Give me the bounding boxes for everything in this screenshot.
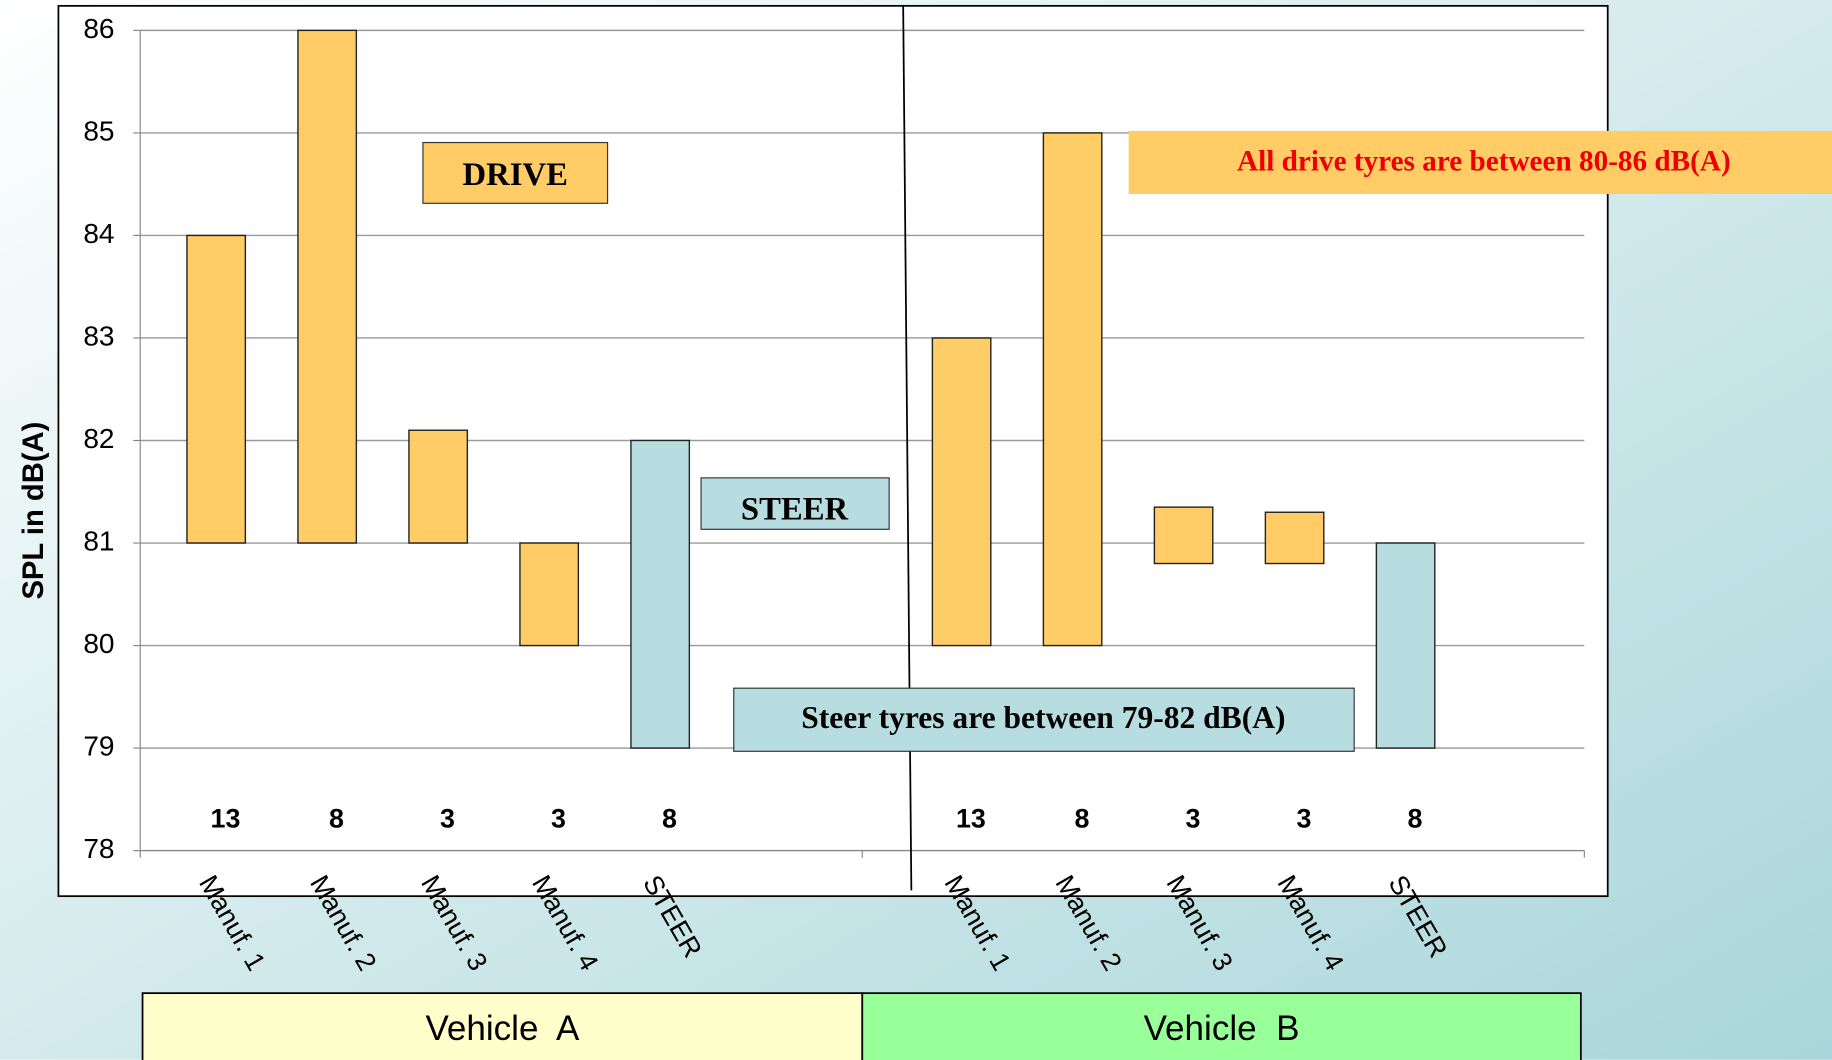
count-label: 3	[1185, 803, 1200, 833]
group-label: Vehicle B	[1144, 1009, 1300, 1048]
y-tick-label: 78	[83, 833, 114, 864]
bar	[931, 337, 992, 647]
bar	[186, 234, 247, 544]
group-box	[141, 992, 864, 1060]
bar	[1153, 506, 1214, 565]
annotation-box	[1128, 130, 1832, 194]
bar	[1375, 542, 1436, 749]
bar	[1042, 132, 1103, 647]
annotation: STEER	[741, 491, 849, 527]
y-tick-label: 85	[83, 115, 114, 146]
annotation: All drive tyres are between 80-86 dB(A)	[1237, 145, 1731, 177]
y-tick-label: 80	[83, 628, 114, 659]
count-label: 8	[1407, 803, 1422, 833]
count-label: 13	[956, 803, 986, 833]
y-tick-label: 84	[83, 218, 114, 249]
bar	[519, 542, 580, 647]
annotation: DRIVE	[463, 157, 568, 193]
count-label: 8	[662, 803, 677, 833]
bar	[630, 439, 691, 749]
annotation-box	[700, 477, 890, 530]
y-tick-label: 81	[83, 525, 114, 556]
count-label: 13	[211, 803, 241, 833]
bar	[408, 429, 469, 544]
bar	[1264, 511, 1325, 565]
y-tick-label: 82	[83, 423, 114, 454]
count-label: 3	[1296, 803, 1311, 833]
count-label: 8	[1074, 803, 1089, 833]
group-box	[861, 992, 1582, 1060]
count-label: 3	[551, 803, 566, 833]
annotation: Steer tyres are between 79-82 dB(A)	[801, 700, 1285, 735]
annotation-box	[422, 141, 609, 204]
count-label: 3	[440, 803, 455, 833]
annotation-box	[733, 687, 1355, 752]
y-axis-label: SPL in dB(A)	[18, 422, 50, 600]
count-label: 8	[329, 803, 344, 833]
y-tick-label: 83	[83, 320, 114, 351]
y-tick-label: 79	[83, 730, 114, 761]
group-label: Vehicle A	[425, 1009, 580, 1048]
y-tick-label: 86	[83, 13, 114, 44]
bar	[297, 29, 358, 544]
